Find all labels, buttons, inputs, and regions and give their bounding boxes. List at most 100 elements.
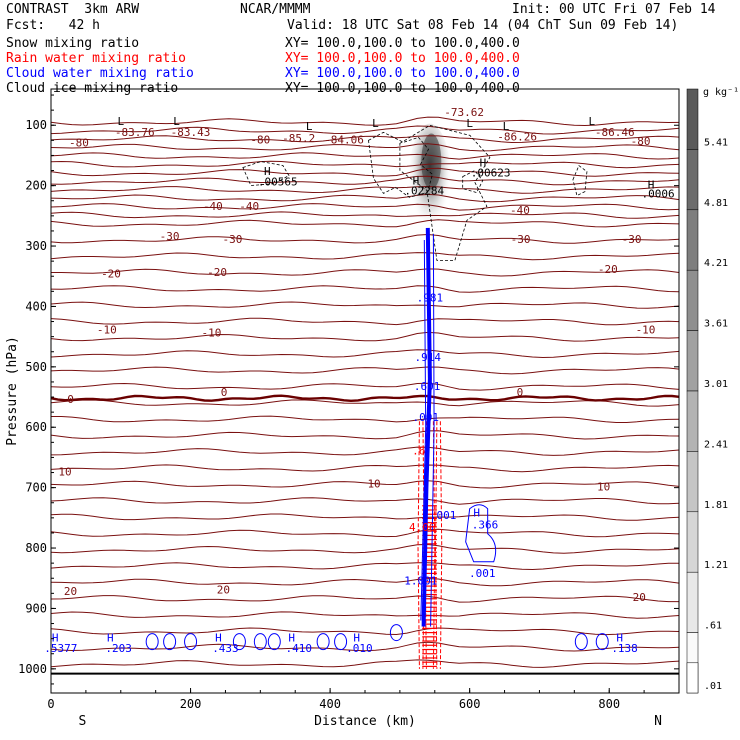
snow-core-dark	[421, 133, 442, 190]
colorbar-segment	[686, 662, 699, 694]
ice-label: L	[588, 115, 595, 128]
isotherm-line	[50, 252, 680, 261]
cloud-water-label: H	[52, 632, 59, 645]
ice-label: L	[466, 117, 473, 130]
cloud-water-column-edge	[420, 233, 435, 627]
y-tick-label: 600	[25, 420, 47, 434]
temperature-contours	[50, 116, 680, 675]
isotherm-line	[50, 211, 680, 219]
temperature-label: 0	[517, 386, 524, 399]
cloud-water-label: .366	[472, 519, 499, 532]
temperature-label: -40	[239, 200, 259, 213]
ice-label: H	[264, 165, 271, 178]
isotherm-line	[50, 152, 680, 160]
isotherm-line	[50, 430, 680, 440]
cloud-ice-contour	[462, 170, 484, 194]
colorbar: 5.41 4.81 4.21 3.61 3.01 2.41 1.81 1.21 .61 .01 g …	[686, 87, 739, 694]
ice-label: L	[117, 115, 124, 128]
temperature-label: -30	[511, 233, 531, 246]
temperature-label: -80	[631, 135, 651, 148]
rain-contour	[417, 421, 420, 669]
ice-label: H	[413, 174, 420, 187]
isotherm-line	[50, 203, 680, 211]
ice-label: .0006	[642, 188, 675, 201]
temperature-label: -10	[636, 324, 656, 337]
cloud-water-cell	[145, 633, 159, 651]
temperature-label: -84.06	[324, 133, 364, 146]
isotherm-line	[50, 578, 680, 587]
cloud-water-cell	[267, 633, 281, 651]
cloud-ice-contours	[242, 124, 588, 261]
isotherm-line	[50, 627, 680, 636]
cloud-water-label: H	[107, 632, 114, 645]
temperature-label: -40	[510, 204, 530, 217]
isotherm-line	[50, 399, 680, 407]
isotherm-line	[50, 317, 680, 326]
temperature-label: -40	[203, 200, 223, 213]
temperature-label: -80	[69, 136, 89, 149]
temperature-label: 10	[367, 478, 380, 491]
y-axis-label: Pressure (hPa)	[5, 336, 20, 446]
colorbar-label: 2.41	[704, 439, 728, 450]
isotherm-line	[50, 446, 680, 456]
isotherm-line	[50, 160, 680, 169]
temperature-label: -10	[202, 327, 222, 340]
field-label-cloud-water: Cloud water mixing ratio	[6, 66, 194, 81]
cloud-water-label: .914	[415, 351, 442, 364]
isotherm-line	[50, 331, 680, 342]
field-label-rain: Rain water mixing ratio	[6, 51, 187, 66]
cloud-water-label: 1.001	[404, 574, 437, 587]
isotherm-line	[50, 143, 680, 152]
field-xy-cloud-water: XY= 100.0,100.0 to 100.0,400.0	[285, 66, 520, 81]
field-label-snow: Snow mixing ratio	[6, 36, 140, 51]
cloud-water-contours	[145, 227, 609, 651]
x-tick-label: 800	[598, 697, 620, 711]
colorbar-label: 3.61	[704, 319, 728, 330]
isotherm-line	[50, 301, 680, 309]
cloud-ice-contour	[399, 124, 491, 261]
temperature-label: 10	[58, 466, 71, 479]
ice-label: L	[173, 115, 180, 128]
init-time: Init: 00 UTC Fri 07 Feb 14	[512, 2, 716, 17]
cloud-water-label: H	[353, 632, 360, 645]
cloud-water-label: .981	[417, 292, 444, 305]
temperature-label: 20	[217, 583, 230, 596]
isotherm-line	[50, 480, 680, 489]
cloud-ice-contour	[368, 131, 433, 198]
ice-label: L	[372, 117, 379, 130]
colorbar-segment	[686, 269, 699, 331]
temperature-label: 0	[67, 393, 74, 406]
cloud-water-label: .203	[105, 642, 132, 655]
temperature-label: 20	[64, 585, 77, 598]
cloud-water-label: .410	[285, 642, 312, 655]
colorbar-label: .61	[704, 621, 722, 632]
cloud-water-label: .138	[611, 642, 638, 655]
y-tick-label: 500	[25, 360, 47, 374]
cloud-water-label: .001	[469, 567, 496, 580]
cloud-water-cell	[595, 633, 609, 651]
isotherm-line	[50, 219, 680, 228]
isotherm-line	[50, 497, 680, 505]
isotherm-line	[50, 641, 680, 652]
isotherm-line	[50, 193, 680, 203]
contour-labels: -83.76 -83.43 -85.2 -84.06 -73.62 -86.26 -86.4…	[44, 106, 674, 655]
colorbar-label: 4.81	[704, 198, 728, 209]
cloud-water-column	[421, 227, 432, 627]
field-xy-rain: XY= 100.0,100.0 to 100.0,400.0	[285, 51, 520, 66]
colorbar-segment	[686, 209, 699, 271]
temperature-label: 20	[633, 591, 646, 604]
isotherm-line	[50, 125, 680, 135]
cloud-water-label: H	[288, 632, 295, 645]
colorbar-segment	[686, 511, 699, 573]
colorbar-segment	[686, 149, 699, 211]
isotherm-line	[50, 382, 680, 391]
colorbar-label: .01	[704, 681, 722, 692]
cloud-water-label: .433	[212, 642, 239, 655]
org-label: NCAR/MMMM	[240, 2, 311, 17]
ice-label: .02284	[404, 185, 444, 198]
isotherm-line	[50, 285, 680, 293]
isotherm-line	[50, 135, 680, 144]
temperature-label: -83.43	[171, 126, 211, 139]
colorbar-label: 5.41	[704, 137, 728, 148]
temperature-label: -83.76	[115, 126, 155, 139]
